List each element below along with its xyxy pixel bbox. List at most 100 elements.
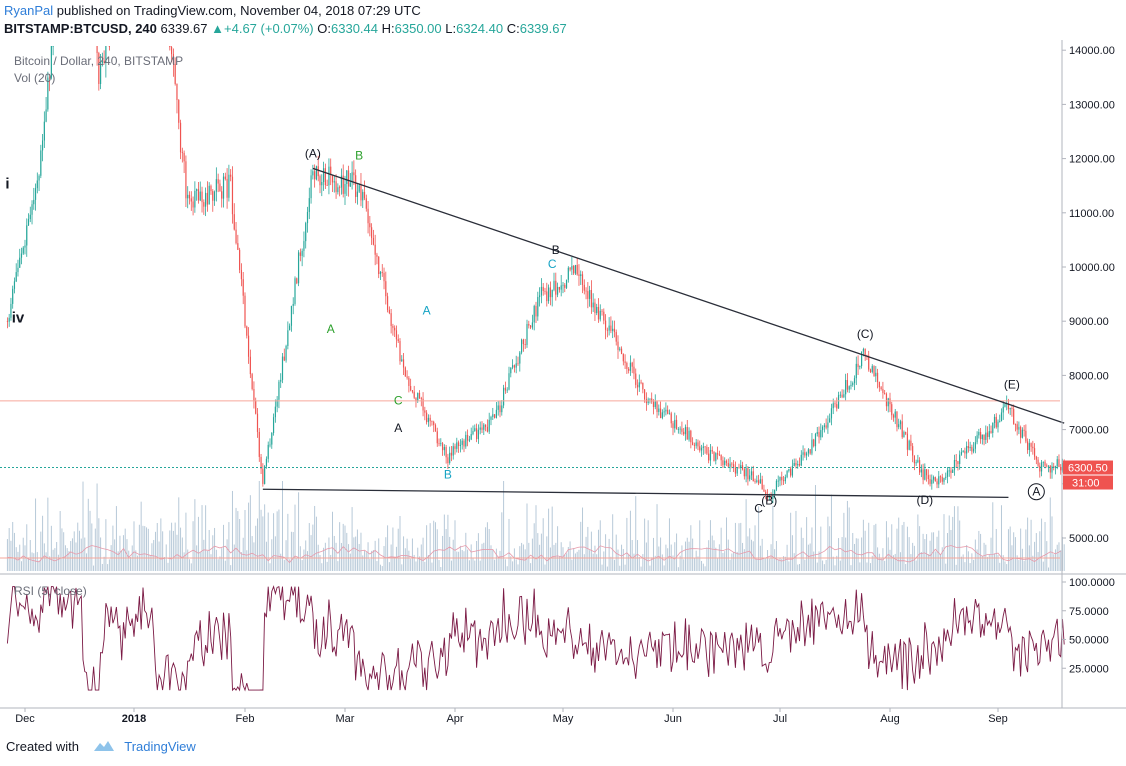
candle-body (283, 356, 285, 361)
candle-body (306, 211, 309, 224)
volume-bar (633, 553, 635, 571)
volume-bar (160, 518, 162, 571)
volume-bar (822, 560, 824, 571)
volume-bar (564, 554, 566, 571)
volume-bar (1063, 544, 1065, 571)
volume-bar (447, 514, 449, 571)
volume-bar (1027, 517, 1029, 571)
candle-body (174, 63, 176, 84)
volume-bar (506, 566, 508, 571)
candle-body (1027, 441, 1029, 451)
volume-bar (889, 549, 891, 571)
candle-body (800, 454, 802, 466)
candle-body (486, 426, 488, 432)
candle-body (946, 470, 949, 477)
candle-body (246, 326, 248, 336)
candle-body (530, 325, 532, 328)
volume-bar (169, 530, 171, 571)
candle-body (310, 175, 312, 199)
volume-bar (433, 520, 435, 571)
volume-bar (292, 532, 294, 571)
candle-body (172, 54, 174, 64)
volume-bar (217, 559, 219, 571)
candle-body (781, 476, 783, 481)
volume-bar (1013, 532, 1015, 571)
candle-body (239, 249, 241, 270)
candle-body (515, 363, 517, 368)
price-tick-label: 7000.00 (1069, 425, 1109, 437)
candle-body (927, 475, 929, 480)
volume-bar (305, 540, 307, 571)
candle-body (244, 295, 246, 327)
volume-bar (287, 513, 289, 571)
candle-body (667, 409, 669, 414)
candle-body (45, 109, 47, 122)
volume-bar (697, 556, 699, 571)
volume-bar (108, 559, 110, 571)
volume-bar (720, 527, 722, 571)
candle-body (898, 424, 900, 428)
volume-bar (582, 507, 584, 571)
volume-bar (727, 539, 729, 571)
candle-body (521, 339, 523, 353)
candle-body (271, 433, 273, 445)
volume-bar (557, 526, 559, 571)
volume-bar (214, 527, 216, 571)
candle-body (885, 393, 888, 407)
candle-body (247, 335, 250, 357)
volume-bar (144, 526, 146, 571)
candle-body (415, 397, 417, 401)
volume-bar (410, 558, 412, 571)
volume-bar (940, 554, 942, 571)
volume-bar (661, 554, 663, 571)
candle-body (17, 267, 19, 273)
candle-body (212, 191, 214, 201)
tradingview-link[interactable]: TradingView (124, 739, 196, 754)
candle-body (492, 414, 494, 417)
candle-body (474, 428, 476, 431)
volume-bar (465, 532, 467, 571)
volume-bar (995, 528, 997, 571)
candle-body (290, 305, 293, 326)
candle-body (821, 426, 824, 431)
candle-body (697, 442, 699, 447)
time-tick-label: 2018 (122, 713, 146, 725)
volume-bar (645, 542, 647, 571)
volume-bar (654, 555, 656, 571)
candle-body (722, 460, 724, 465)
volume-bar (649, 565, 651, 571)
candle-body (299, 252, 301, 256)
volume-bar (1023, 560, 1025, 571)
candle-body (233, 214, 235, 230)
volume-bar (158, 541, 160, 571)
author-link[interactable]: RyanPal (4, 3, 54, 18)
candle-body (433, 421, 435, 426)
volume-bar (10, 540, 12, 571)
candle-body (467, 434, 469, 441)
price-change: +4.67 (+0.07%) (224, 21, 314, 36)
wave-label-circle (1027, 483, 1045, 501)
volume-bar (149, 555, 151, 571)
candle-body (1014, 424, 1017, 425)
candle-body (873, 366, 875, 377)
candle-body (825, 425, 827, 428)
volume-bar (383, 546, 385, 571)
candle-body (322, 168, 325, 183)
volume-bar (873, 525, 875, 571)
volume-bar (13, 532, 15, 571)
candle-body (820, 430, 822, 438)
candle-body (383, 272, 385, 282)
candle-body (981, 434, 983, 440)
price-tick-label: 5000.00 (1069, 533, 1109, 545)
volume-bar (683, 559, 685, 571)
volume-bar (426, 525, 428, 571)
volume-legend: Vol (20) (14, 71, 55, 85)
volume-bar (745, 499, 747, 571)
candle-body (315, 166, 318, 180)
volume-bar (743, 549, 745, 571)
volume-bar (726, 517, 727, 571)
volume-bar (825, 559, 827, 571)
candle-body (635, 373, 637, 385)
volume-bar (289, 559, 291, 571)
